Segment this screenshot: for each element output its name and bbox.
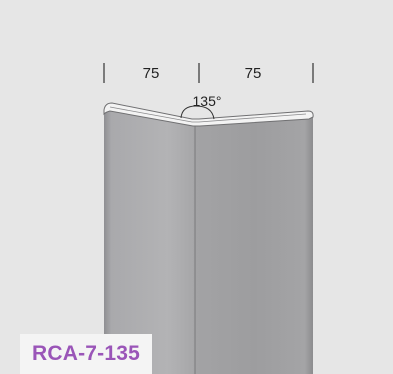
guard-right-face	[195, 112, 313, 374]
guard-top-profile-inner	[109, 106, 307, 123]
right-width-label: 75	[245, 65, 262, 82]
angle-label: 135°	[193, 93, 222, 109]
product-code: RCA-7-135	[32, 342, 140, 365]
angle-arc	[180, 105, 215, 120]
product-code-box: RCA-7-135	[20, 334, 152, 374]
left-width-label: 75	[143, 65, 160, 82]
guard-left-face	[104, 104, 195, 374]
guard-top-profile	[103, 102, 314, 127]
